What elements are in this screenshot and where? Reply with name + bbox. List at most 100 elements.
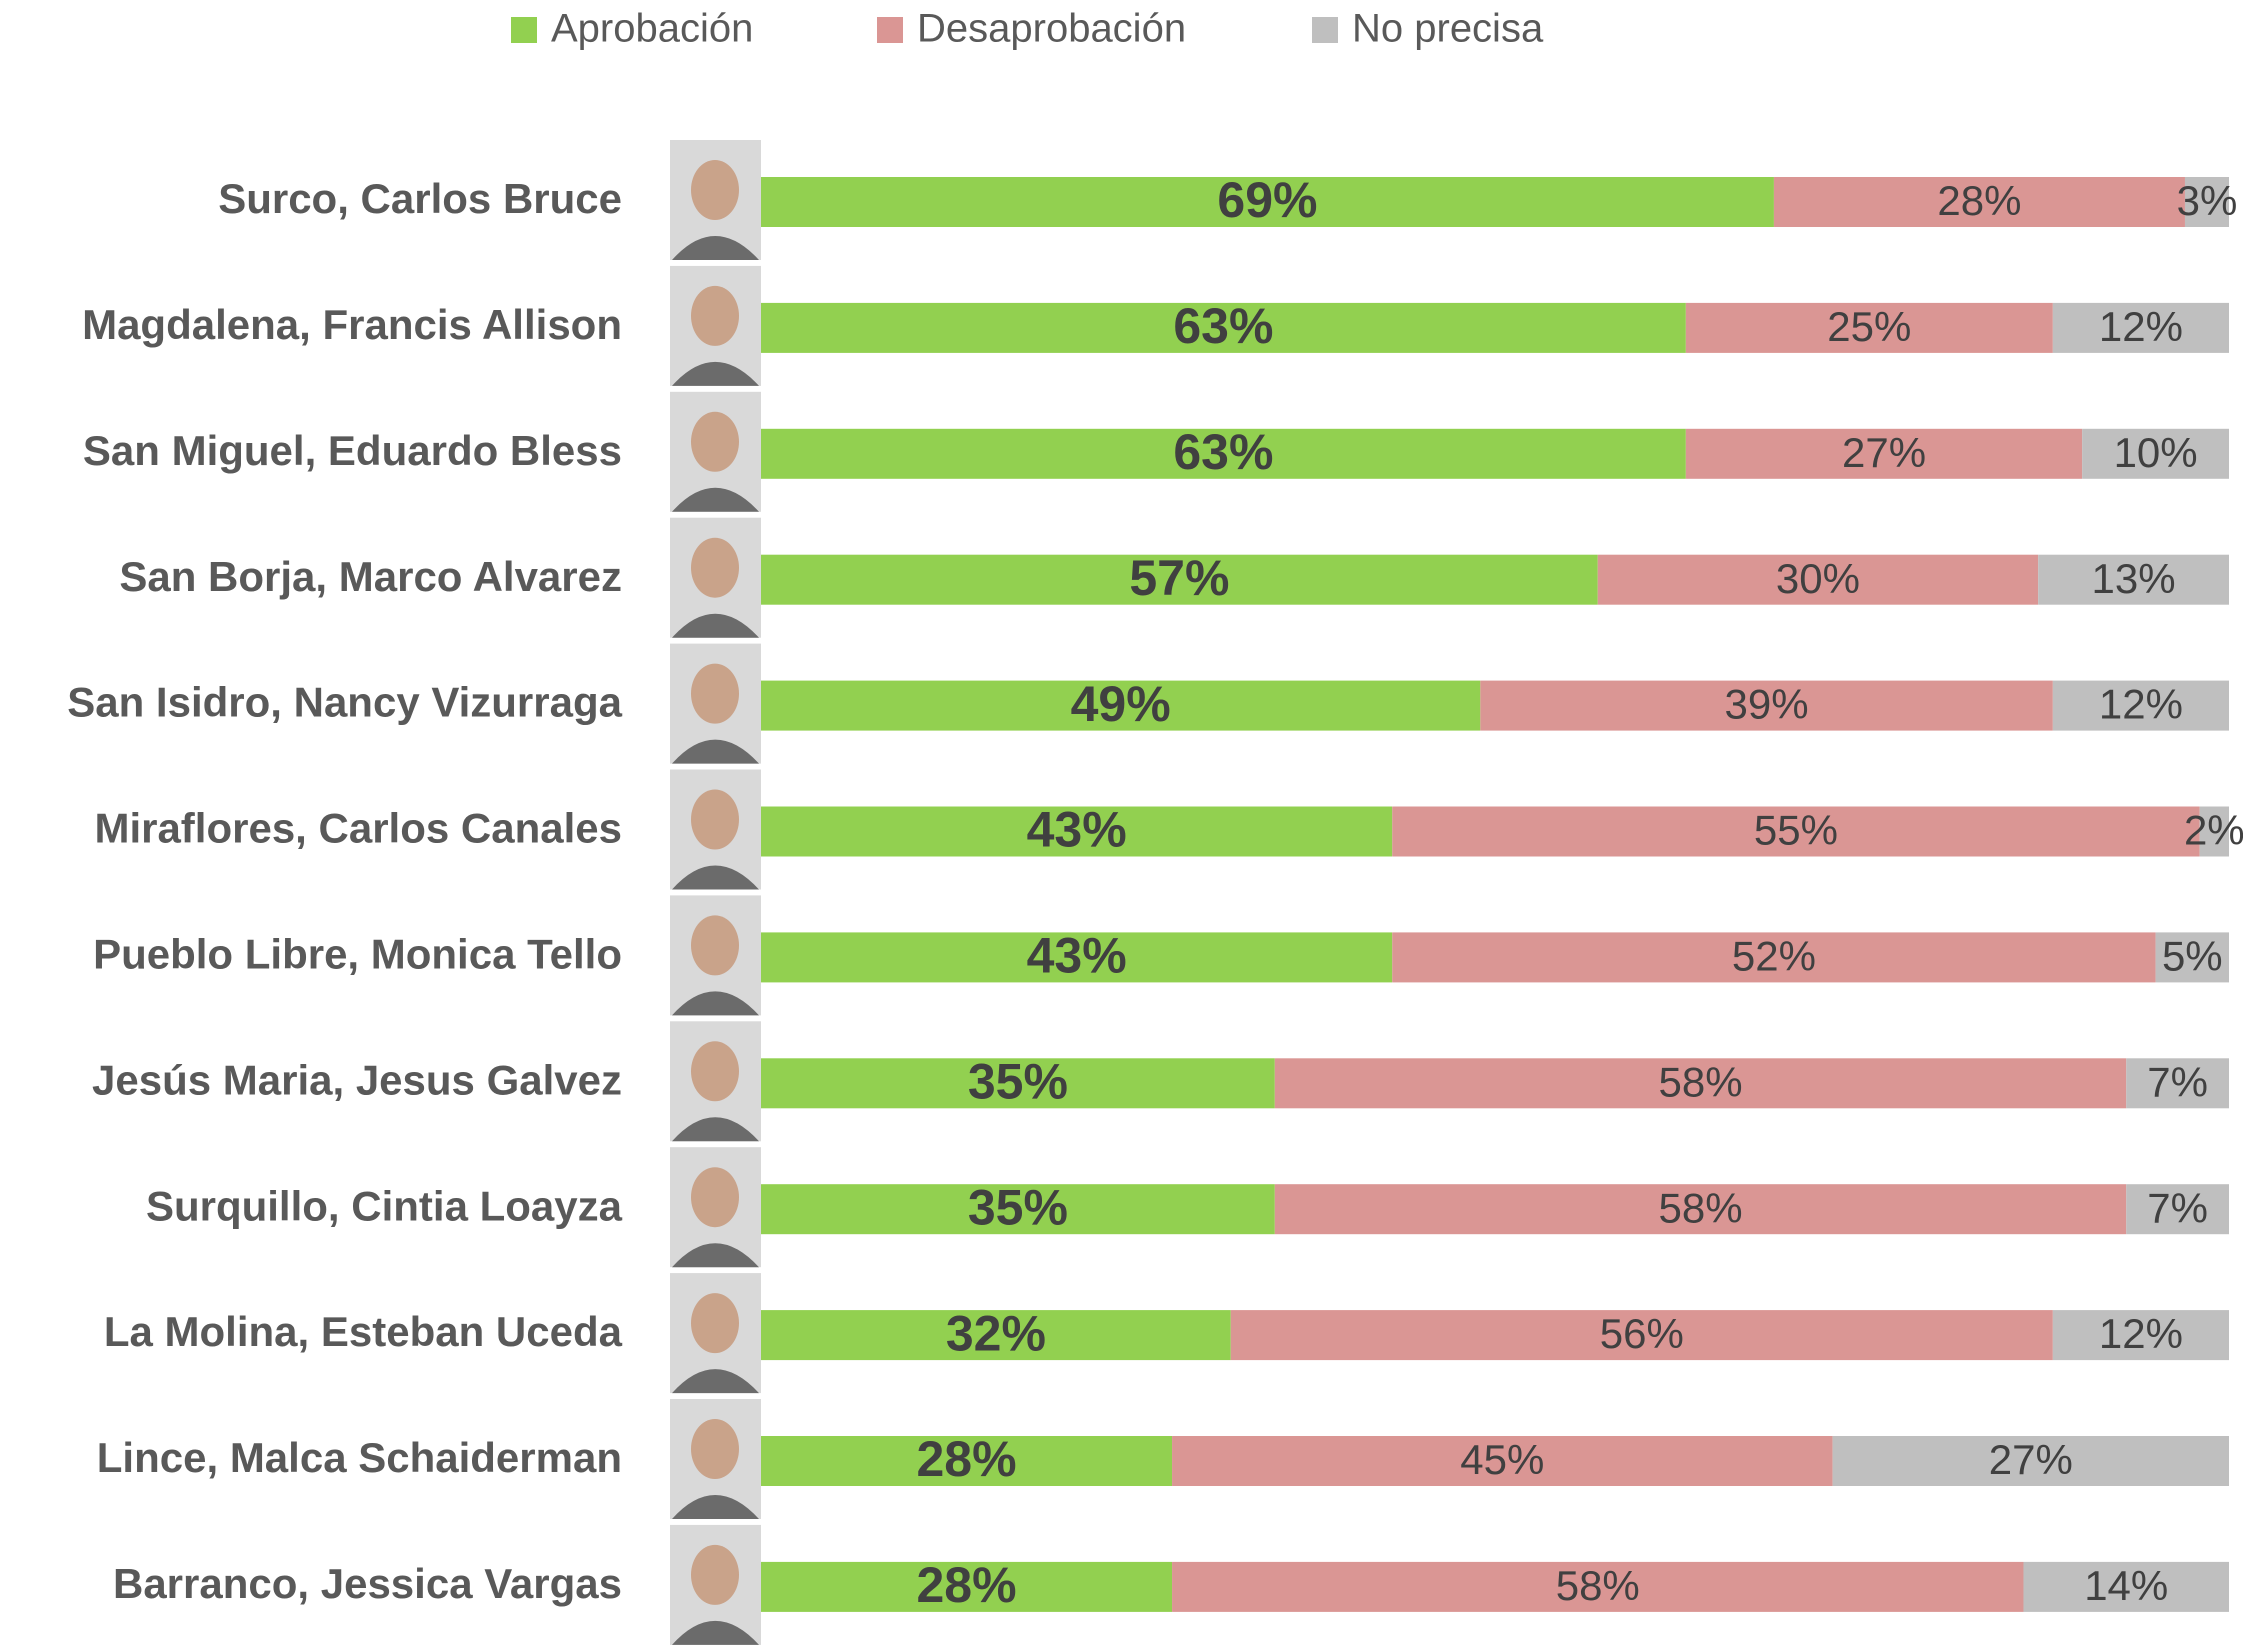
photo-face xyxy=(691,789,739,850)
value-label: 25% xyxy=(1827,303,1911,350)
bar-segment xyxy=(1480,680,2053,731)
bar-segment xyxy=(761,1436,1173,1486)
photo-body xyxy=(672,991,759,1016)
category-label: Magdalena, Francis Allison xyxy=(82,301,622,348)
category-label: Lince, Malca Schaiderman xyxy=(97,1434,622,1481)
value-label: 35% xyxy=(968,1054,1068,1110)
category-label: Surquillo, Cintia Loayza xyxy=(146,1182,623,1229)
bar-segment xyxy=(2052,1310,2229,1361)
photo xyxy=(670,517,761,638)
photo-body xyxy=(672,361,759,386)
bar-segment xyxy=(761,1310,1231,1361)
value-label: 58% xyxy=(1556,1562,1640,1609)
photo-body xyxy=(672,739,759,764)
bar-segment xyxy=(2052,680,2229,731)
photo xyxy=(670,391,761,512)
value-label: 43% xyxy=(1027,928,1127,984)
bar-segment xyxy=(2082,428,2229,479)
legend-label: Aprobación xyxy=(551,7,753,51)
bar-segment xyxy=(1597,554,2039,605)
value-label: 45% xyxy=(1460,1436,1544,1483)
bar-segment xyxy=(2126,1184,2229,1235)
value-label: 58% xyxy=(1658,1058,1742,1105)
bar-segment xyxy=(1685,302,2053,353)
bar-segment xyxy=(1274,1058,2127,1109)
bar-segment xyxy=(2038,554,2229,605)
bar-segment xyxy=(1685,428,2083,479)
photo-body xyxy=(672,1243,759,1268)
value-label: 27% xyxy=(1989,1436,2073,1483)
bar-segment xyxy=(2126,1058,2229,1109)
value-label: 39% xyxy=(1725,681,1809,728)
value-label: 7% xyxy=(2147,1058,2208,1105)
value-label: 58% xyxy=(1658,1184,1742,1231)
photo-face xyxy=(691,1167,739,1228)
value-label: 28% xyxy=(916,1557,1016,1613)
photo-face xyxy=(691,411,739,472)
bar-segment xyxy=(761,932,1393,983)
bar-segment xyxy=(1392,806,2200,857)
bar-segment xyxy=(1274,1184,2127,1235)
photo xyxy=(670,895,761,1016)
photo-face xyxy=(691,537,739,598)
photo-face xyxy=(691,1293,739,1354)
category-label: San Borja, Marco Alvarez xyxy=(119,553,622,600)
value-label: 12% xyxy=(2099,681,2183,728)
value-label: 63% xyxy=(1173,424,1273,480)
photo-body xyxy=(672,613,759,638)
category-label: Miraflores, Carlos Canales xyxy=(94,805,622,852)
value-label: 28% xyxy=(1937,177,2021,224)
value-label: 3% xyxy=(2177,177,2238,224)
photo xyxy=(670,643,761,764)
photo xyxy=(670,265,761,386)
value-label: 63% xyxy=(1173,298,1273,354)
photo-body xyxy=(672,1369,759,1394)
category-label: Pueblo Libre, Monica Tello xyxy=(93,930,622,977)
photo-face xyxy=(691,1041,739,1102)
value-label: 52% xyxy=(1732,932,1816,979)
bar-segment xyxy=(2184,177,2229,227)
value-label: 27% xyxy=(1842,429,1926,476)
value-label: 43% xyxy=(1027,802,1127,858)
bar-segment xyxy=(2199,806,2229,857)
value-label: 57% xyxy=(1129,550,1229,606)
legend-label: No precisa xyxy=(1352,7,1544,51)
value-label: 13% xyxy=(2092,555,2176,602)
bar-segment xyxy=(2052,302,2229,353)
bar-segment xyxy=(1773,177,2185,227)
bar-segment xyxy=(1392,932,2156,983)
legend-swatch xyxy=(1312,17,1338,43)
value-label: 5% xyxy=(2162,932,2223,979)
value-label: 14% xyxy=(2084,1562,2168,1609)
photo-body xyxy=(672,1620,759,1645)
photo xyxy=(670,140,761,260)
photo-face xyxy=(691,915,739,976)
photo-body xyxy=(672,865,759,890)
bar-segment xyxy=(761,428,1686,479)
photo-body xyxy=(672,236,759,260)
category-label: Jesús Maria, Jesus Galvez xyxy=(92,1056,622,1103)
value-label: 10% xyxy=(2114,429,2198,476)
photo-face xyxy=(691,1544,739,1605)
value-label: 35% xyxy=(968,1179,1068,1235)
category-label: San Miguel, Eduardo Bless xyxy=(83,427,622,474)
legend-label: Desaprobación xyxy=(917,7,1186,51)
value-label: 12% xyxy=(2099,303,2183,350)
photo-body xyxy=(672,487,759,512)
photo-face xyxy=(691,285,739,346)
category-label: Barranco, Jessica Vargas xyxy=(113,1560,622,1607)
photo-body xyxy=(672,1495,759,1519)
photo xyxy=(670,1273,761,1394)
value-label: 2% xyxy=(2184,807,2243,854)
photo xyxy=(670,1147,761,1268)
bar-segment xyxy=(761,680,1481,731)
bar-segment xyxy=(761,1058,1275,1109)
photo-face xyxy=(691,663,739,724)
category-label: San Isidro, Nancy Vizurraga xyxy=(67,679,622,726)
photo xyxy=(670,1524,761,1645)
value-label: 30% xyxy=(1776,555,1860,602)
photo-face xyxy=(691,1419,739,1479)
value-label: 55% xyxy=(1754,807,1838,854)
value-label: 28% xyxy=(916,1431,1016,1487)
